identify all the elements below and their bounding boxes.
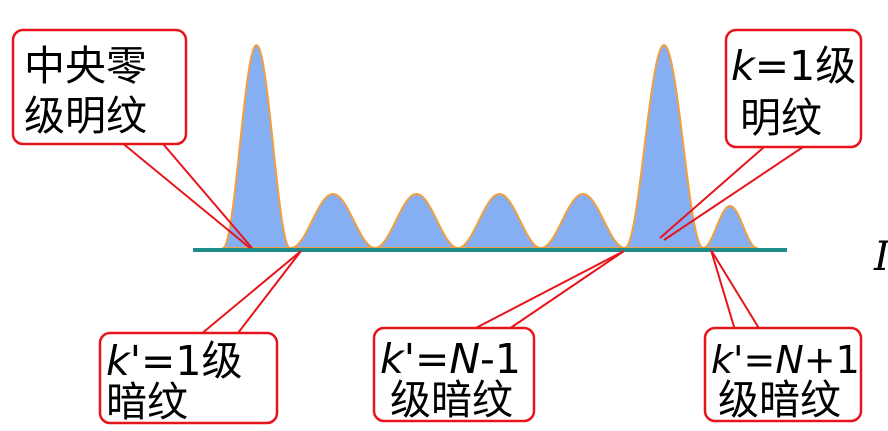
callout-kN-minus-line2: 级暗纹 bbox=[390, 376, 513, 424]
equals-text: '= bbox=[404, 335, 450, 383]
pointer-central bbox=[157, 137, 253, 249]
order-text: -1 bbox=[480, 335, 521, 383]
order-text: +1 bbox=[804, 338, 860, 382]
k-symbol: k bbox=[731, 42, 757, 90]
k-symbol: k bbox=[380, 335, 406, 383]
intensity-label-partial: I bbox=[873, 234, 888, 280]
pointer-kN-plus bbox=[710, 249, 761, 331]
n-symbol: N bbox=[775, 338, 803, 382]
callout-box-central bbox=[11, 28, 188, 146]
callout-k1-dark-line2: 暗纹 bbox=[106, 378, 188, 426]
callout-box-k1-dark bbox=[98, 331, 279, 425]
pointer-central bbox=[114, 136, 251, 249]
k-symbol: k bbox=[711, 338, 735, 382]
pointer-lines bbox=[114, 119, 813, 336]
callout-k1-bright-line1: k=1级 bbox=[731, 42, 856, 90]
equals-text: '= bbox=[733, 338, 775, 382]
callout-kN-plus-line2: 级暗纹 bbox=[718, 376, 841, 424]
callout-k1-bright-line2: 明纹 bbox=[740, 94, 822, 142]
pointer-kN-plus bbox=[710, 249, 736, 331]
n-symbol: N bbox=[449, 335, 480, 383]
callout-k1-dark-line1: k'=1级 bbox=[106, 337, 242, 385]
pointer-k1-dark bbox=[237, 250, 302, 334]
callout-central-line1: 中央零 bbox=[24, 42, 147, 90]
pointer-k1-dark bbox=[199, 250, 302, 336]
order-text: =1级 bbox=[755, 42, 856, 90]
pointer-kN-minus bbox=[505, 250, 625, 332]
callout-box-k1-bright bbox=[724, 28, 863, 149]
k-symbol: k bbox=[106, 337, 132, 385]
callout-box-kN-plus bbox=[703, 326, 863, 423]
callout-central-line2: 级明纹 bbox=[24, 92, 147, 140]
callout-kN-plus-line1: k'=N+1 bbox=[711, 338, 860, 382]
intensity-pattern bbox=[222, 44, 758, 249]
pointer-k1-bright bbox=[663, 140, 813, 241]
pointer-kN-minus bbox=[469, 250, 625, 332]
order-text: '=1级 bbox=[130, 337, 243, 385]
callout-kN-minus-line1: k'=N-1 bbox=[380, 335, 521, 383]
callout-box-kN-minus bbox=[372, 326, 536, 423]
